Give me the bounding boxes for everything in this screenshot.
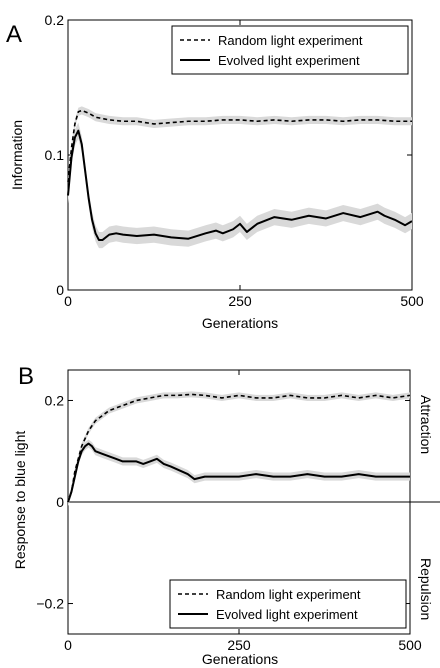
panel-b-y-tick-label: 0.2 (45, 392, 65, 408)
panel-b: B Response to blue light Generations Att… (12, 363, 440, 667)
panel-a-legend-label: Random light experiment (218, 33, 363, 48)
panel-b-letter: B (18, 363, 34, 390)
panel-a-x-tick-label: 250 (228, 293, 252, 309)
panel-a-y-tick-label: 0.1 (45, 147, 65, 163)
panel-a-series-random-line (67, 109, 412, 183)
panel-a-legend (171, 25, 409, 75)
panel-b-series-evolved-error-band (68, 439, 410, 507)
panel-b-legend-label: Random light experiment (216, 587, 361, 602)
panel-b-series-random-line (67, 393, 411, 503)
panel-a: A Information Generations 0 250 500 0 0.1 0.2… (6, 12, 424, 331)
panel-a-legend-label: Evolved light experiment (218, 53, 360, 68)
repulsion-label: Repulsion (418, 558, 434, 620)
panel-a-y-axis-label: Information (9, 120, 25, 190)
panel-b-x-tick-label: 0 (64, 637, 72, 653)
panel-a-letter: A (6, 21, 22, 48)
panel-b-legend (169, 579, 407, 629)
panel-b-x-tick-label: 250 (227, 637, 251, 653)
panel-b-x-axis-label: Generations (202, 651, 278, 667)
panel-a-series-random-error-band (68, 106, 412, 187)
panel-a-x-axis-label: Generations (202, 315, 278, 331)
panel-a-series-evolved-error-band (68, 122, 412, 249)
panel-b-y-axis-label: Response to blue light (12, 431, 28, 570)
panel-a-series-evolved-line (67, 129, 413, 242)
attraction-label: Attraction (418, 395, 434, 454)
panel-a-y-tick-label: 0.2 (45, 12, 65, 28)
panel-a-y-tick-label: 0 (56, 282, 64, 298)
panel-a-x-tick-label: 500 (400, 293, 424, 309)
panel-b-y-tick-label: −0.2 (36, 596, 64, 612)
panel-a-x-tick-label: 0 (64, 293, 72, 309)
panel-b-series-random-error-band (68, 391, 410, 506)
panel-b-x-tick-label: 500 (398, 637, 422, 653)
panel-b-legend-label: Evolved light experiment (216, 607, 358, 622)
panel-b-series-evolved-line (67, 442, 410, 503)
panel-b-y-tick-label: 0 (56, 494, 64, 510)
